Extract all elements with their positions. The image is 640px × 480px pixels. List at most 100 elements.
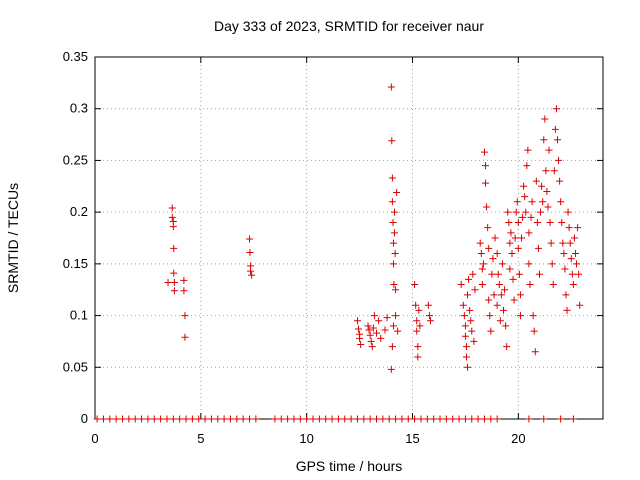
data-point — [519, 213, 527, 221]
data-point — [546, 218, 554, 226]
data-point — [425, 312, 433, 320]
data-point — [561, 265, 569, 273]
data-point — [414, 343, 422, 351]
data-point — [538, 182, 546, 190]
data-point — [510, 296, 518, 304]
data-point — [328, 415, 336, 423]
data-point — [169, 223, 177, 231]
data-point — [424, 301, 432, 309]
data-point — [478, 265, 486, 273]
chart-title: Day 333 of 2023, SRMTID for receiver nau… — [214, 18, 484, 34]
data-point — [370, 312, 378, 320]
data-point — [364, 322, 372, 330]
data-point — [389, 239, 397, 247]
data-point — [482, 162, 490, 170]
data-point — [277, 415, 285, 423]
data-point — [487, 327, 495, 335]
data-point — [464, 291, 472, 299]
data-point — [388, 137, 396, 145]
data-point — [557, 198, 565, 206]
data-point — [531, 348, 539, 356]
data-point — [539, 198, 547, 206]
data-point — [442, 415, 450, 423]
data-point — [565, 224, 573, 232]
data-point — [415, 306, 423, 314]
data-point — [536, 270, 543, 278]
data-point — [357, 341, 365, 349]
data-point — [170, 278, 178, 286]
x-tick-label: 20 — [511, 431, 525, 446]
data-point — [569, 281, 577, 289]
data-point — [477, 250, 485, 258]
data-point — [508, 250, 516, 258]
y-tick-label: 0.3 — [70, 101, 88, 116]
data-point — [460, 312, 468, 320]
data-point — [470, 337, 478, 345]
x-tick-label: 10 — [299, 431, 313, 446]
data-point — [322, 415, 330, 423]
data-point — [550, 167, 558, 175]
data-point — [545, 146, 553, 154]
data-point — [476, 239, 484, 247]
data-point — [391, 250, 399, 258]
data-point — [488, 270, 496, 278]
data-point — [423, 415, 431, 423]
data-point — [518, 234, 526, 242]
data-point — [170, 287, 178, 295]
plot-frame — [94, 56, 604, 420]
y-tick-label: 0.05 — [63, 359, 88, 374]
data-point — [387, 365, 395, 373]
data-point — [383, 314, 391, 322]
data-point — [426, 317, 434, 325]
data-point — [525, 229, 533, 237]
data-point — [555, 156, 563, 164]
data-point — [389, 260, 397, 268]
data-point — [411, 415, 419, 423]
data-point — [246, 248, 254, 256]
data-point — [246, 415, 254, 423]
data-point — [233, 415, 241, 423]
data-point — [246, 235, 254, 243]
data-point — [569, 415, 577, 423]
data-point — [381, 326, 389, 334]
data-point — [496, 317, 504, 325]
data-point — [181, 333, 189, 341]
data-point — [525, 415, 533, 423]
data-point — [537, 208, 545, 216]
data-points — [93, 83, 584, 423]
data-point — [169, 415, 177, 423]
data-point — [131, 415, 139, 423]
data-point — [489, 255, 497, 263]
data-point — [180, 287, 188, 295]
data-point — [461, 322, 469, 330]
data-point — [566, 239, 574, 247]
data-point — [367, 337, 375, 345]
data-point — [502, 322, 510, 330]
tick-labels: 0 0.05 0.1 0.15 0.2 0.25 0.3 0.35 0 5 10 15 20 — [63, 49, 526, 446]
data-point — [520, 182, 528, 190]
data-point — [505, 218, 513, 226]
data-point — [474, 415, 482, 423]
data-point — [459, 301, 467, 309]
data-point — [379, 415, 387, 423]
data-point — [411, 281, 419, 289]
data-point — [560, 250, 568, 258]
data-point — [507, 229, 515, 237]
axis-ticks — [94, 56, 603, 420]
data-point — [495, 281, 503, 289]
data-point — [389, 218, 397, 226]
data-point — [553, 136, 561, 144]
x-axis-title: GPS time / hours — [296, 458, 403, 474]
data-point — [567, 255, 575, 263]
data-point — [394, 327, 402, 335]
data-point — [248, 271, 256, 279]
data-point — [220, 415, 228, 423]
data-point — [391, 208, 399, 216]
data-point — [180, 276, 188, 284]
data-point — [93, 415, 101, 423]
data-point — [523, 162, 531, 170]
data-point — [168, 204, 176, 212]
data-point — [353, 415, 361, 423]
data-point — [490, 291, 498, 299]
data-point — [504, 208, 512, 216]
